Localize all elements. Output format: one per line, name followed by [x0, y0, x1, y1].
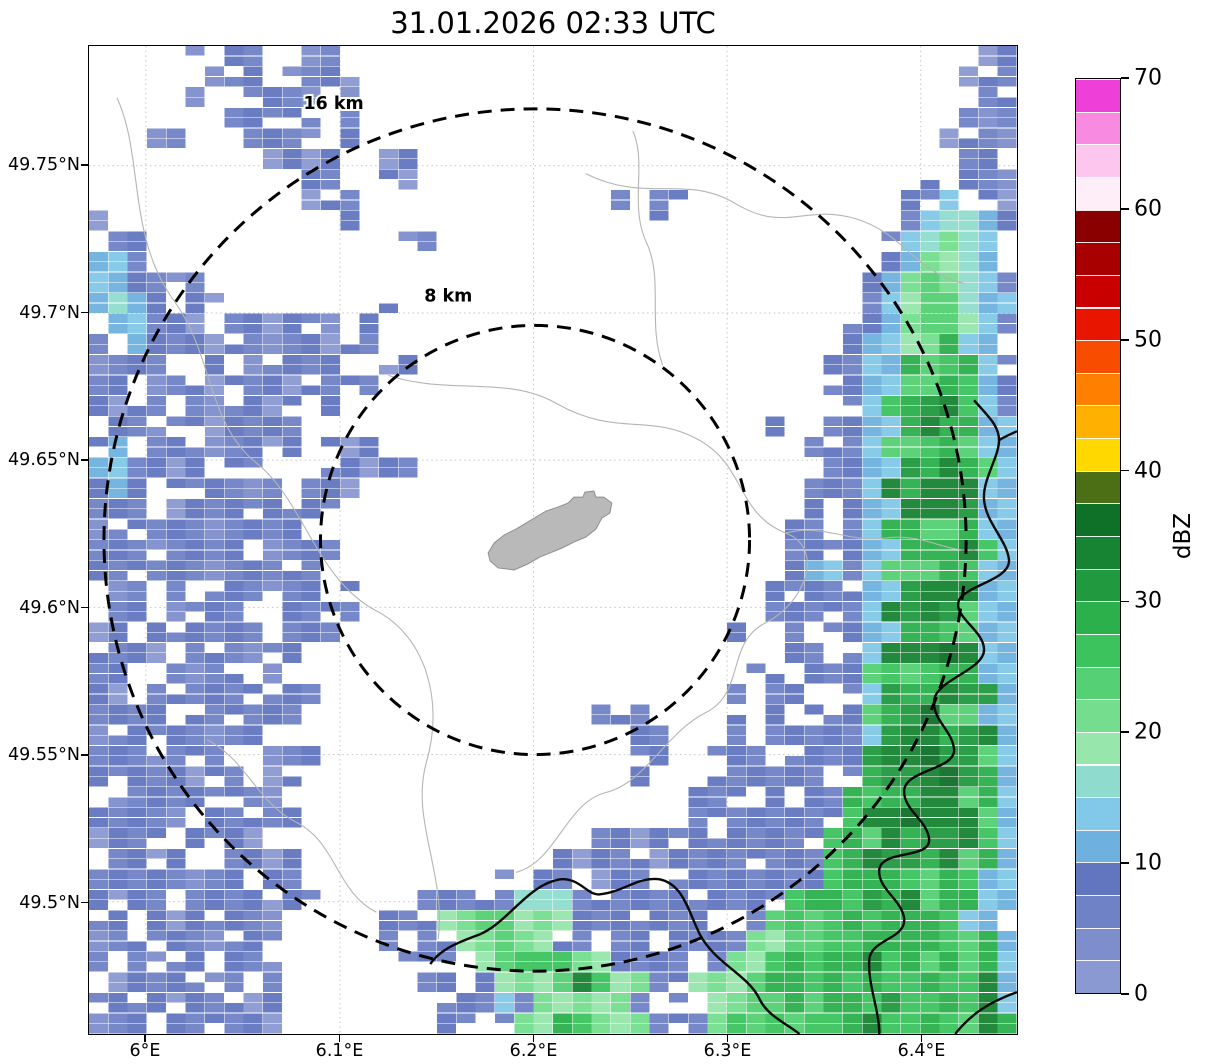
radar-echo-layer [89, 46, 1017, 1034]
range-ring-labels: 16 km 8 km [302, 92, 475, 309]
x-tick-mark [920, 1035, 923, 1042]
x-tick-label: 6.3°E [703, 1041, 752, 1061]
y-tick-mark [81, 606, 88, 609]
colorbar-segment [1076, 340, 1120, 373]
colorbar-tick-label: 30 [1134, 588, 1162, 614]
y-tick-mark [81, 164, 88, 166]
x-tick-label: 6.2°E [509, 1041, 558, 1061]
x-tick-mark [144, 1035, 146, 1042]
colorbar-tick-label: 0 [1134, 981, 1148, 1007]
colorbar-tick-label: 10 [1134, 850, 1162, 876]
y-tick-label: 49.6°N [19, 597, 80, 618]
x-tick-mark [338, 1035, 341, 1042]
map-plot-area: 16 km 8 km [88, 45, 1018, 1035]
y-tick-label: 49.75°N [8, 155, 80, 175]
colorbar-segment [1076, 176, 1120, 210]
svg-text:16 km: 16 km [304, 94, 364, 114]
x-tick-mark [532, 1035, 535, 1042]
colorbar-segment [1076, 144, 1120, 177]
x-tick-label: 6.1°E [315, 1041, 364, 1061]
colorbar-tick-mark [1121, 993, 1129, 995]
colorbar-tick-label: 70 [1134, 65, 1162, 91]
colorbar [1075, 78, 1121, 994]
colorbar-segment [1076, 927, 1120, 961]
colorbar-segment [1076, 405, 1120, 439]
colorbar-segment [1076, 797, 1120, 830]
colorbar-segment [1076, 699, 1120, 732]
y-tick-label: 49.7°N [19, 302, 80, 323]
x-tick-label: 6.4°E [897, 1041, 946, 1061]
figure-title: 31.01.2026 02:33 UTC [390, 6, 716, 40]
colorbar-segment [1076, 666, 1120, 700]
colorbar-segment [1076, 242, 1120, 275]
colorbar-tick-mark [1121, 469, 1129, 472]
colorbar-segment [1076, 633, 1120, 667]
colorbar-segment [1076, 568, 1120, 602]
y-tick-mark [81, 311, 88, 314]
colorbar-segment [1076, 470, 1120, 504]
colorbar-segment [1076, 862, 1120, 896]
range-rings [102, 107, 968, 973]
colorbar-tick-mark [1121, 731, 1129, 734]
y-tick-label: 49.5°N [19, 892, 80, 913]
colorbar-segment [1076, 79, 1120, 112]
colorbar-tick-label: 20 [1134, 719, 1162, 745]
colorbar-segment [1076, 895, 1120, 928]
colorbar-segment [1076, 960, 1120, 993]
colorbar-tick-label: 40 [1134, 458, 1162, 484]
colorbar-segment [1076, 764, 1120, 798]
colorbar-segment [1076, 307, 1120, 341]
colorbar-tick-mark [1121, 862, 1129, 864]
colorbar-tick-mark [1121, 600, 1129, 603]
colorbar-segment [1076, 536, 1120, 569]
colorbar-segment [1076, 503, 1120, 536]
colorbar-segment [1076, 372, 1120, 406]
colorbar-segment [1076, 111, 1120, 145]
x-tick-label: 6°E [129, 1041, 161, 1061]
radar-map-svg: 16 km 8 km [89, 46, 1017, 1034]
y-tick-mark [81, 901, 88, 904]
colorbar-segment [1076, 731, 1120, 765]
colorbar-unit-label: dBZ [1170, 512, 1196, 560]
y-tick-label: 49.65°N [8, 450, 80, 470]
svg-text:8 km: 8 km [424, 286, 472, 306]
y-tick-mark [81, 459, 88, 461]
y-tick-label: 49.55°N [8, 745, 80, 765]
admin-boundaries [116, 97, 976, 940]
colorbar-segment [1076, 274, 1120, 308]
colorbar-segment [1076, 209, 1120, 243]
colorbar-tick-mark [1121, 338, 1129, 341]
colorbar-tick-label: 60 [1134, 196, 1162, 222]
y-tick-mark [81, 754, 88, 756]
colorbar-tick-mark [1121, 77, 1129, 79]
colorbar-segment [1076, 829, 1120, 863]
colorbar-tick-mark [1121, 208, 1129, 210]
country-borders [429, 399, 1017, 1034]
city-area-polygon [487, 490, 613, 571]
colorbar-tick-label: 50 [1134, 327, 1162, 353]
colorbar-segment [1076, 438, 1120, 471]
x-tick-mark [726, 1035, 729, 1042]
colorbar-segment [1076, 601, 1120, 634]
